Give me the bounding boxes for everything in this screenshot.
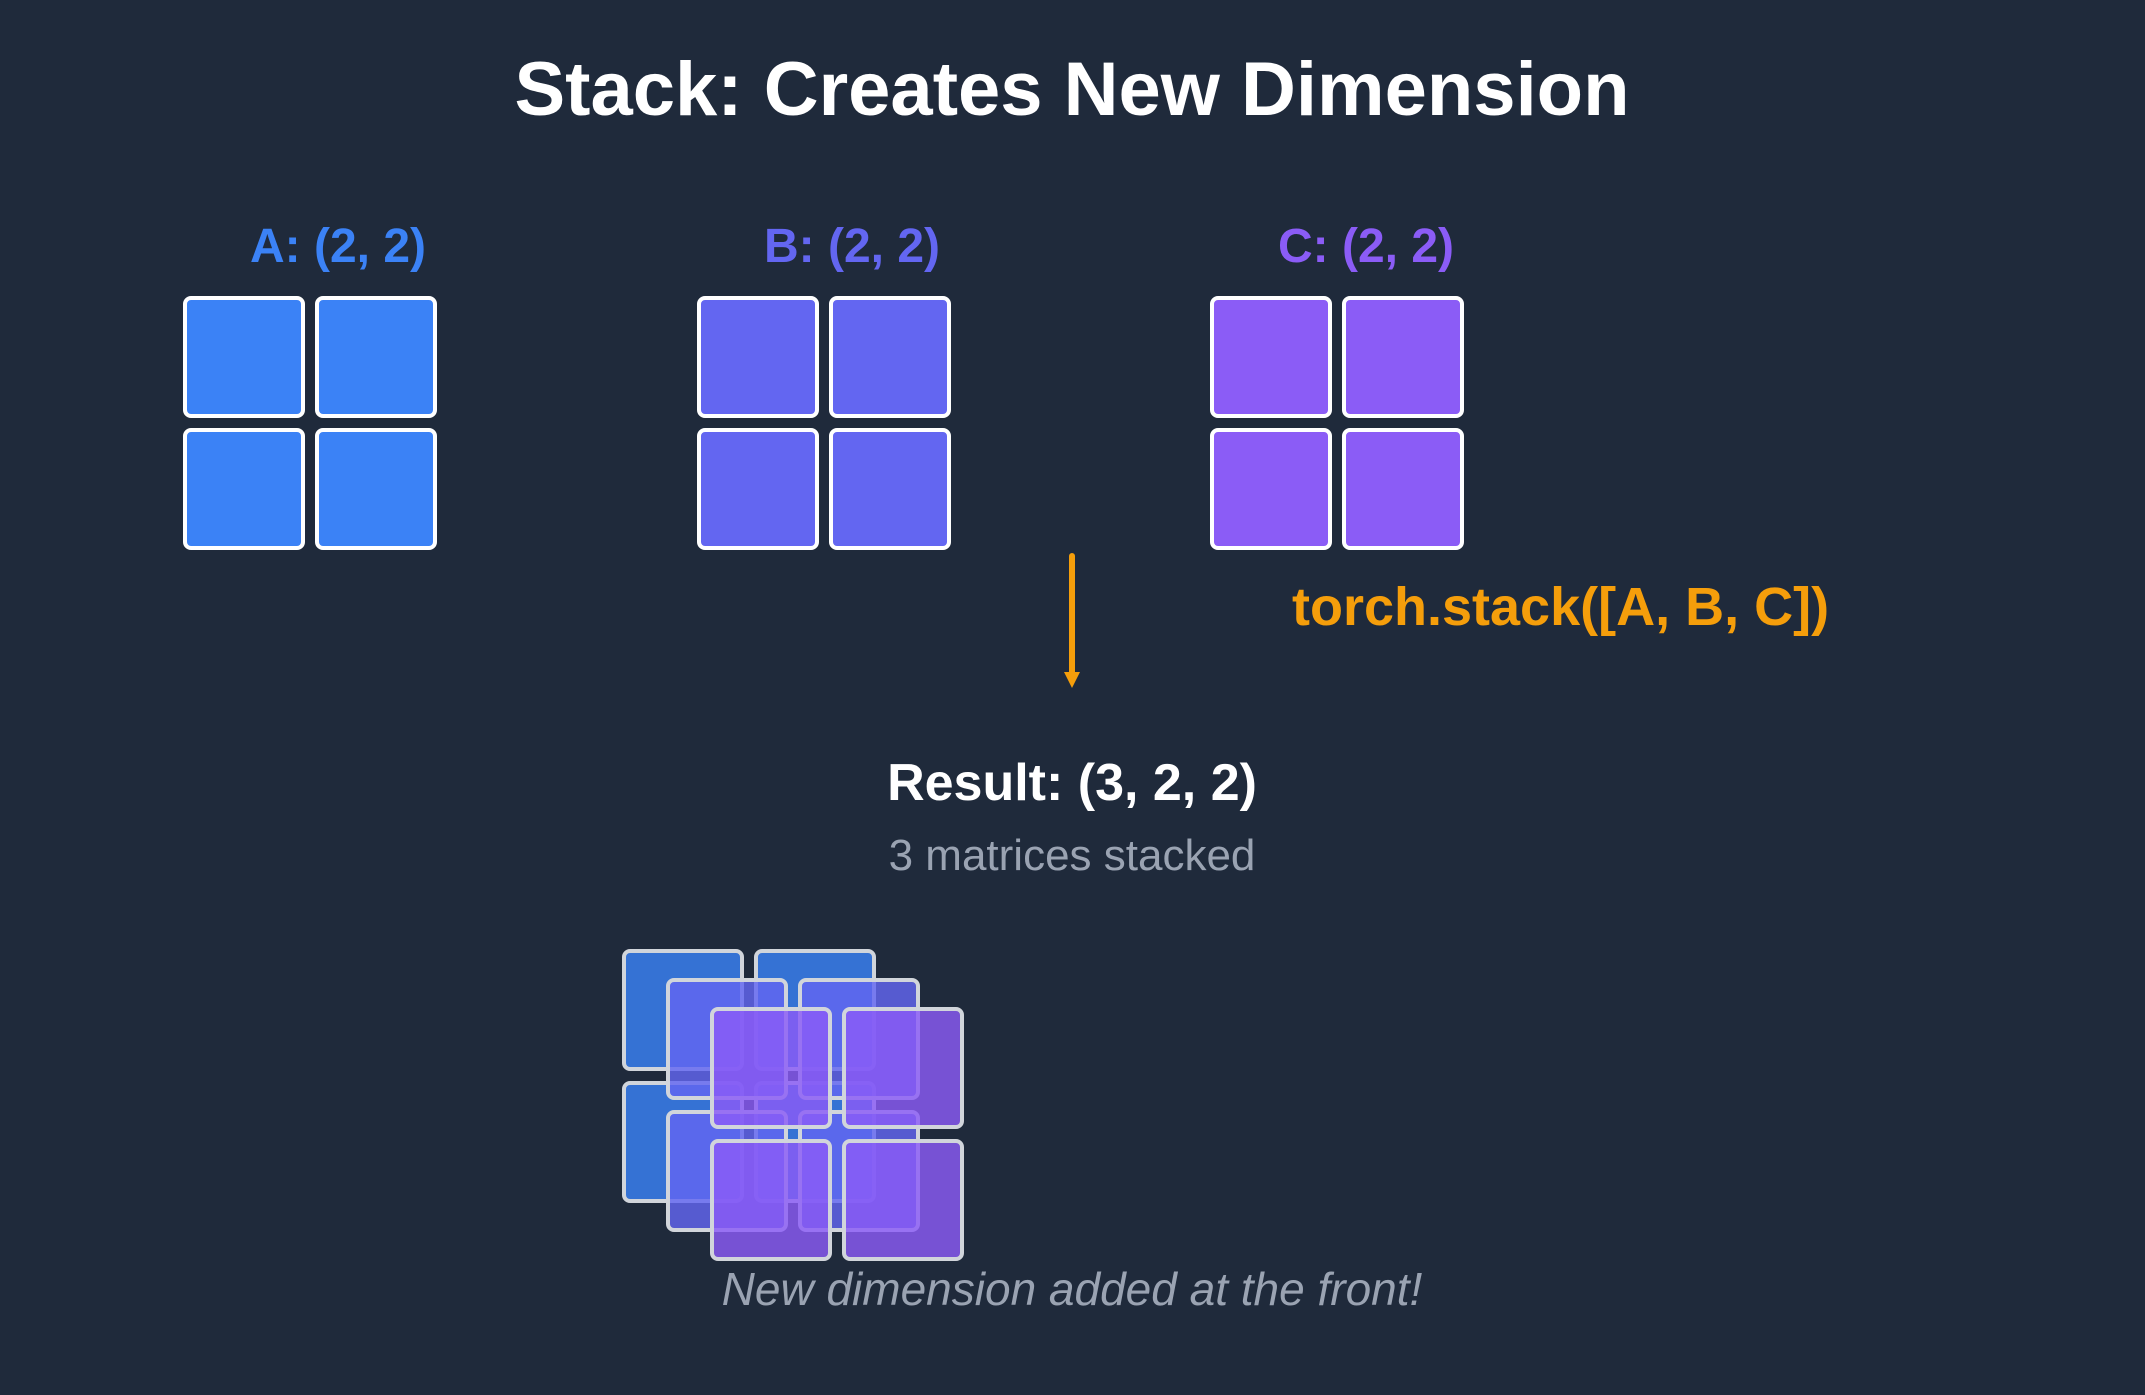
stacked-cell <box>842 1007 964 1129</box>
matrix-a-grid <box>183 296 437 550</box>
matrix-cell <box>183 428 305 550</box>
matrix-cell <box>315 296 437 418</box>
matrix-cell <box>1342 428 1464 550</box>
matrix-b: B: (2, 2) <box>697 220 951 550</box>
operation-label: torch.stack([A, B, C]) <box>1292 577 1829 637</box>
matrix-a-label: A: (2, 2) <box>250 220 426 273</box>
matrix-cell <box>697 428 819 550</box>
stacked-matrices <box>622 949 964 1261</box>
stacked-cell <box>710 1007 832 1129</box>
matrix-cell <box>1342 296 1464 418</box>
matrix-cell <box>697 296 819 418</box>
stacked-cell <box>710 1139 832 1261</box>
stacked-layer <box>710 1007 964 1261</box>
matrix-cell <box>183 296 305 418</box>
matrix-cell <box>829 428 951 550</box>
stacked-cell <box>842 1139 964 1261</box>
down-arrow-icon <box>1064 553 1080 688</box>
matrix-cell <box>315 428 437 550</box>
matrix-c-label: C: (2, 2) <box>1278 220 1454 273</box>
matrix-c: C: (2, 2) <box>1210 220 1464 550</box>
result-label: Result: (3, 2, 2) <box>887 754 1257 812</box>
matrix-cell <box>829 296 951 418</box>
matrix-c-grid <box>1210 296 1464 550</box>
diagram-title: Stack: Creates New Dimension <box>514 47 1629 132</box>
result-sublabel: 3 matrices stacked <box>889 831 1256 880</box>
matrix-a: A: (2, 2) <box>183 220 437 550</box>
matrix-b-label: B: (2, 2) <box>764 220 940 273</box>
matrix-cell <box>1210 296 1332 418</box>
matrix-cell <box>1210 428 1332 550</box>
matrix-b-grid <box>697 296 951 550</box>
note-label: New dimension added at the front! <box>722 1263 1423 1315</box>
